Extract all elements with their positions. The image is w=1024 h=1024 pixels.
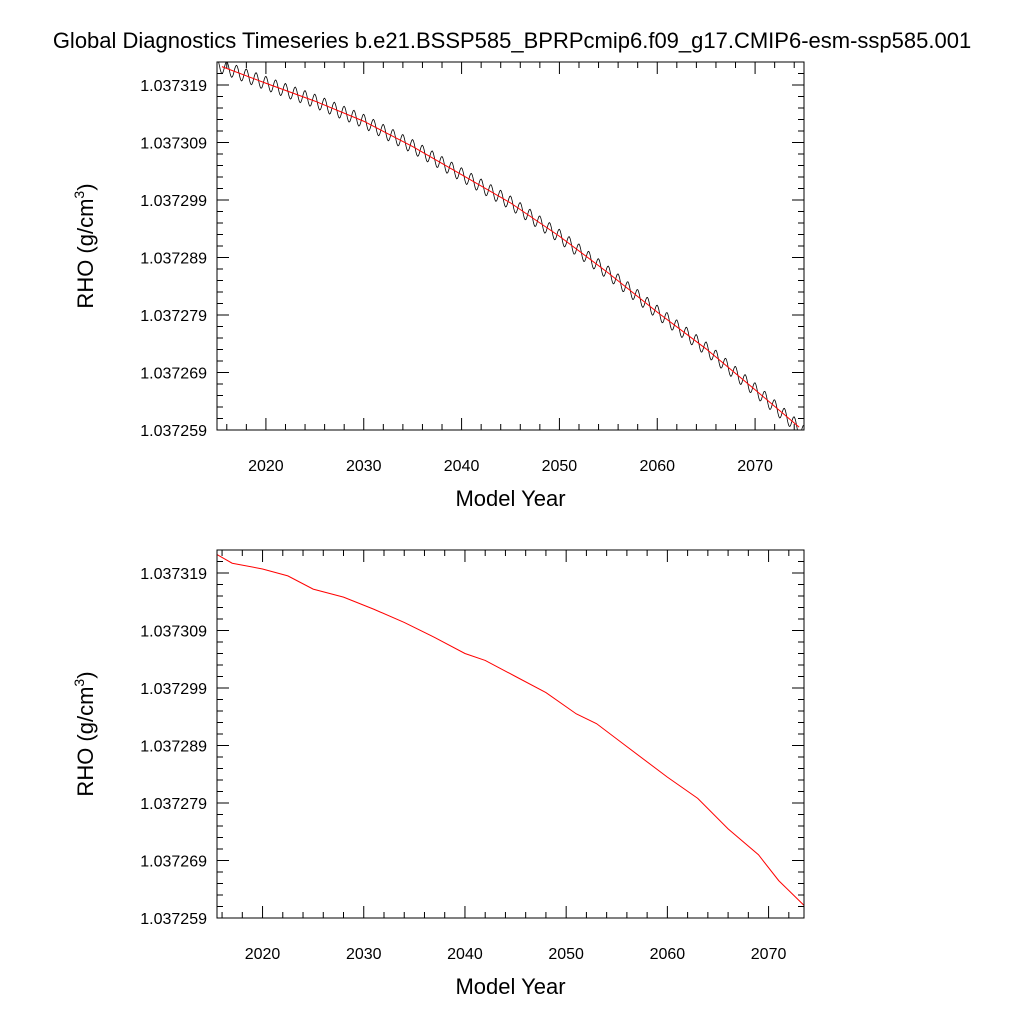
y-tick-label: 1.037289	[140, 251, 207, 268]
y-tick-label: 1.037279	[140, 308, 207, 325]
y-axis-label-main: RHO (g/cm	[73, 199, 98, 309]
x-tick-label: 2060	[650, 946, 686, 963]
x-tick-label: 2030	[346, 946, 382, 963]
x-tick-label: 2030	[346, 458, 382, 475]
x-tick-label: 2060	[639, 458, 675, 475]
x-tick-label: 2020	[248, 458, 284, 475]
monthly-series-line	[218, 62, 804, 430]
figure-title: Global Diagnostics Timeseries b.e21.BSSP…	[53, 28, 971, 53]
y-tick-label: 1.037319	[140, 78, 207, 95]
x-tick-label: 2050	[542, 458, 578, 475]
y-tick-label: 1.037259	[140, 423, 207, 440]
x-axis-label: Model Year	[455, 486, 565, 511]
plot-frame	[216, 549, 805, 919]
plot-frame	[216, 61, 805, 431]
y-axis-label-suffix: )	[73, 183, 98, 190]
y-tick-label: 1.037299	[140, 193, 207, 210]
y-axis-label-superscript: 3	[71, 679, 87, 687]
y-axis-label-suffix: )	[73, 671, 98, 678]
x-tick-label: 2040	[447, 946, 483, 963]
x-tick-label: 2070	[751, 946, 787, 963]
x-axis-label: Model Year	[455, 974, 565, 999]
x-tick-label: 2040	[444, 458, 480, 475]
y-tick-label: 1.037279	[140, 796, 207, 813]
x-tick-label: 2050	[548, 946, 584, 963]
y-axis-label-main: RHO (g/cm	[73, 687, 98, 797]
y-tick-label: 1.037299	[140, 681, 207, 698]
y-tick-label: 1.037319	[140, 566, 207, 583]
y-tick-label: 1.037259	[140, 911, 207, 928]
annual-series-line	[221, 66, 800, 428]
y-tick-label: 1.037269	[140, 854, 207, 871]
annual-series-line	[217, 554, 804, 906]
y-tick-label: 1.037309	[140, 136, 207, 153]
y-tick-label: 1.037269	[140, 366, 207, 383]
bottom-panel: 1.037259 1.037269 1.037279 1.037289 1.037299…	[71, 549, 805, 999]
y-axis-label: RHO (g/cm3)	[71, 183, 98, 308]
y-axis-label: RHO (g/cm3)	[71, 671, 98, 796]
x-tick-label: 2070	[737, 458, 773, 475]
y-tick-label: 1.037289	[140, 739, 207, 756]
y-axis-label-superscript: 3	[71, 191, 87, 199]
x-tick-label: 2020	[245, 946, 281, 963]
y-tick-label: 1.037309	[140, 624, 207, 641]
top-panel: 1.037259 1.037269 1.037279 1.037289 1.037299…	[71, 61, 805, 511]
